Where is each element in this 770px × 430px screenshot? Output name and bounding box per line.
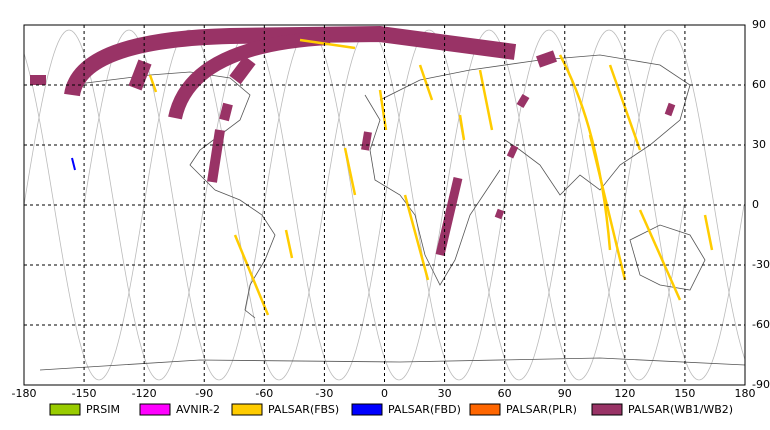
y-tick-label: 90 [752,18,766,31]
swath [638,209,682,301]
x-tick-label: -60 [255,387,273,400]
y-tick-label: -90 [752,378,770,391]
legend-swatch [231,403,263,416]
x-tick-label: 60 [498,387,512,400]
swath [361,131,372,151]
y-tick-label: -30 [752,258,770,271]
swath [458,114,466,141]
coast-africa [364,94,501,286]
swath [229,55,256,85]
x-tick-label: 30 [438,387,452,400]
x-tick-label: 180 [735,387,756,400]
legend-swatch [351,403,383,416]
wb-swaths [30,25,676,257]
swath [233,234,270,316]
x-tick-label: -90 [195,387,213,400]
swath [418,64,434,101]
x-tick-label: -180 [12,387,37,400]
legend-label: PALSAR(FBS) [268,403,339,416]
legend-swatch [469,403,501,416]
x-tick-label: 120 [614,387,635,400]
swath [494,208,505,220]
swath [536,50,557,68]
swath [478,69,494,131]
swath [64,25,517,97]
x-tick-label: 150 [674,387,695,400]
swath [219,102,233,122]
swath [299,38,356,50]
fbd-swath [71,157,76,171]
y-tick-label: -60 [752,318,770,331]
legend-swatch [591,403,623,416]
swath [516,93,530,109]
swath [343,147,357,196]
fbs-swaths [148,38,714,316]
legend-label: PALSAR(WB1/WB2) [628,403,733,416]
coast-australia [629,224,706,291]
swath [435,176,463,257]
swath [148,74,158,93]
swath [608,64,642,151]
coastlines [39,54,746,371]
legend-label: PRSIM [86,403,120,416]
swath [588,134,627,281]
legend-swatch [49,403,81,416]
swath [284,229,294,259]
y-tick-label: 60 [752,78,766,91]
swath [168,31,331,120]
swath [128,59,152,91]
x-tick-label: 90 [558,387,572,400]
swath [703,214,714,251]
x-tick-label: -120 [132,387,157,400]
swath [664,102,676,117]
x-tick-label: -150 [72,387,97,400]
x-tick-label: 0 [381,387,388,400]
y-tick-label: 0 [752,198,759,211]
y-tick-label: 30 [752,138,766,151]
swath [403,194,430,281]
legend-label: AVNIR-2 [176,403,220,416]
legend-swatch [139,403,171,416]
coast-antarctica [39,357,746,371]
coast-eurasia [379,54,691,196]
swath [207,129,225,183]
x-tick-label: -30 [315,387,333,400]
coast-south-america [214,189,276,319]
legend-label: PALSAR(PLR) [506,403,577,416]
legend-label: PALSAR(FBD) [388,403,461,416]
swath [506,144,519,159]
